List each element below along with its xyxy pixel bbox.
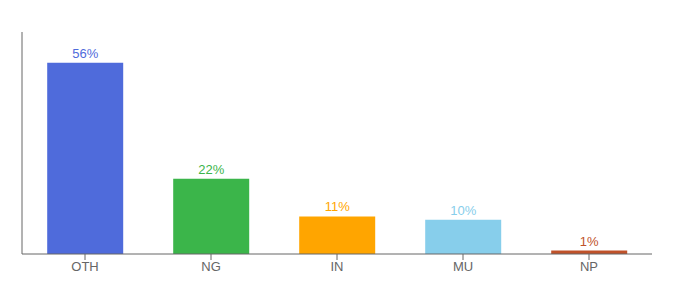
svg-text:OTH: OTH bbox=[71, 259, 98, 274]
svg-text:56%: 56% bbox=[72, 46, 98, 61]
svg-text:10%: 10% bbox=[450, 203, 476, 218]
svg-text:11%: 11% bbox=[325, 199, 350, 214]
svg-text:NG: NG bbox=[201, 259, 221, 274]
svg-text:1%: 1% bbox=[580, 234, 599, 249]
svg-text:NP: NP bbox=[580, 259, 598, 274]
svg-text:MU: MU bbox=[453, 259, 473, 274]
svg-text:22%: 22% bbox=[198, 162, 224, 177]
svg-text:IN: IN bbox=[331, 259, 344, 274]
